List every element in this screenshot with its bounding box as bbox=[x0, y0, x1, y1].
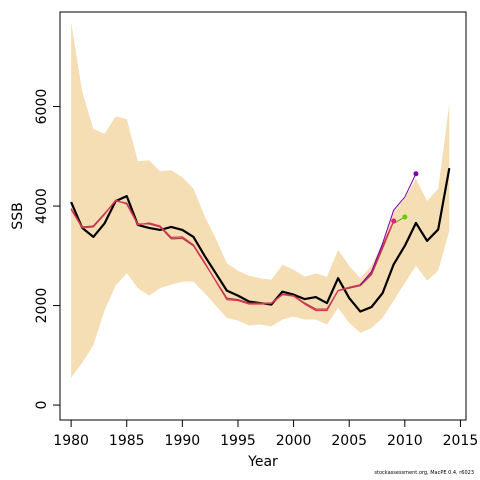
x-tick-label: 2015 bbox=[443, 433, 479, 449]
credit-text: stockassessment.org, MacPE 0.4, r6023 bbox=[374, 470, 474, 476]
x-tick-label: 1990 bbox=[165, 433, 201, 449]
y-tick-label: 0 bbox=[34, 401, 50, 410]
y-tick-label: 4000 bbox=[34, 188, 50, 224]
y-axis-title: SSB bbox=[10, 202, 26, 229]
confidence-band bbox=[71, 21, 450, 378]
x-tick-label: 1980 bbox=[53, 433, 89, 449]
plot-frame bbox=[59, 11, 467, 421]
series-line-3 bbox=[70, 199, 395, 312]
x-tick-label: 1995 bbox=[220, 433, 256, 449]
confidence-band-layer bbox=[71, 21, 450, 378]
series-line-4 bbox=[359, 173, 417, 285]
endpoint-marker-1 bbox=[391, 218, 397, 224]
y-axis: 0 2000 4000 6000 bbox=[34, 89, 60, 410]
x-axis-title: Year bbox=[247, 454, 278, 470]
x-tick-label: 2005 bbox=[331, 433, 367, 449]
x-tick-label: 1985 bbox=[109, 433, 145, 449]
y-tick-label: 6000 bbox=[34, 89, 50, 125]
x-axis: 1980 1985 1990 1995 2000 2005 2010 2015 bbox=[53, 420, 478, 449]
x-tick-label: 2010 bbox=[387, 433, 423, 449]
points-layer bbox=[391, 171, 419, 224]
endpoint-marker-3 bbox=[413, 171, 419, 177]
endpoint-marker-2 bbox=[402, 214, 408, 220]
x-tick-label: 2000 bbox=[276, 433, 312, 449]
y-tick-label: 2000 bbox=[34, 288, 50, 324]
